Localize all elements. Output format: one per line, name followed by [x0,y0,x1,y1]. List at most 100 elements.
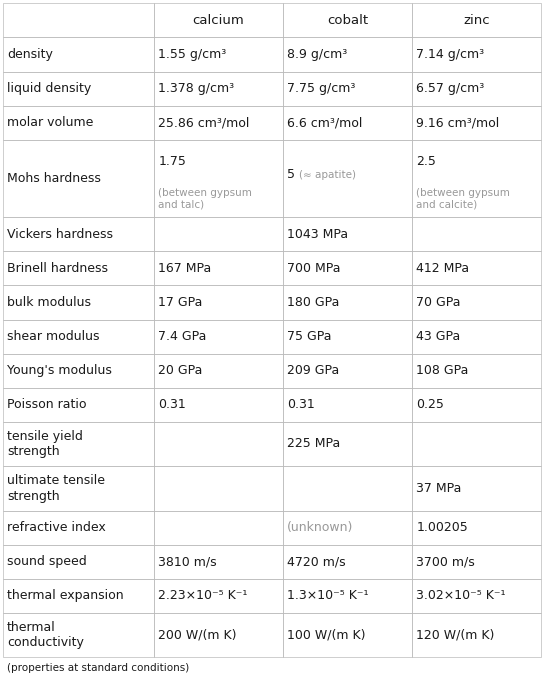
Text: 1.75: 1.75 [158,155,186,168]
Bar [412,37,541,72]
Text: 209 GPa: 209 GPa [287,364,339,377]
Text: 75 GPa: 75 GPa [287,330,332,343]
Bar [3,319,154,353]
Bar [154,387,283,422]
Text: 3700 m/s: 3700 m/s [417,555,475,568]
Text: molar volume: molar volume [7,116,94,129]
Text: (unknown): (unknown) [287,521,354,534]
Text: 3810 m/s: 3810 m/s [158,555,217,568]
Text: 7.14 g/cm³: 7.14 g/cm³ [417,48,485,61]
Bar [412,251,541,285]
Text: 120 W/(m K): 120 W/(m K) [417,629,495,642]
Bar [154,353,283,387]
Bar [3,37,154,72]
Bar [3,545,154,579]
Bar [154,511,283,545]
Bar [283,37,412,72]
Text: ultimate tensile
strength: ultimate tensile strength [7,474,105,503]
Bar [283,387,412,422]
Text: 412 MPa: 412 MPa [417,262,469,275]
Bar [412,217,541,251]
Bar [412,387,541,422]
Bar [412,422,541,466]
Text: 43 GPa: 43 GPa [417,330,461,343]
Text: sound speed: sound speed [7,555,87,568]
Bar [3,511,154,545]
Text: 2.5: 2.5 [417,155,436,168]
Bar [412,353,541,387]
Text: Mohs hardness: Mohs hardness [7,172,101,185]
Bar [283,319,412,353]
Bar [412,285,541,319]
Text: 0.31: 0.31 [287,398,315,411]
Text: 225 MPa: 225 MPa [287,437,341,450]
Text: calcium: calcium [193,14,244,27]
Text: 1.00205: 1.00205 [417,521,468,534]
Bar [3,251,154,285]
Bar [154,319,283,353]
Bar [412,466,541,511]
Bar [154,140,283,217]
Bar [154,251,283,285]
Bar [283,613,412,657]
Text: 1.55 g/cm³: 1.55 g/cm³ [158,48,226,61]
Bar [3,217,154,251]
Text: 180 GPa: 180 GPa [287,296,339,309]
Bar [412,3,541,37]
Bar [3,106,154,140]
Bar [3,579,154,613]
Bar [154,217,283,251]
Text: 4720 m/s: 4720 m/s [287,555,346,568]
Text: 0.25: 0.25 [417,398,444,411]
Text: (between gypsum
and talc): (between gypsum and talc) [158,188,252,210]
Bar [283,545,412,579]
Bar [283,217,412,251]
Bar [283,422,412,466]
Text: cobalt: cobalt [327,14,368,27]
Bar [412,140,541,217]
Bar [3,353,154,387]
Text: tensile yield
strength: tensile yield strength [7,430,83,458]
Text: 700 MPa: 700 MPa [287,262,341,275]
Text: 5: 5 [287,168,295,181]
Text: liquid density: liquid density [7,82,91,95]
Bar [412,319,541,353]
Text: 7.75 g/cm³: 7.75 g/cm³ [287,82,356,95]
Bar [283,353,412,387]
Text: shear modulus: shear modulus [7,330,100,343]
Text: 6.57 g/cm³: 6.57 g/cm³ [417,82,485,95]
Text: 200 W/(m K): 200 W/(m K) [158,629,237,642]
Text: 1.3×10⁻⁵ K⁻¹: 1.3×10⁻⁵ K⁻¹ [287,589,369,602]
Text: zinc: zinc [463,14,490,27]
Bar [154,545,283,579]
Bar [283,140,412,217]
Bar [154,72,283,106]
Bar [154,466,283,511]
Text: 17 GPa: 17 GPa [158,296,202,309]
Bar [3,613,154,657]
Text: thermal expansion: thermal expansion [7,589,123,602]
Text: (between gypsum
and calcite): (between gypsum and calcite) [417,188,510,210]
Bar [283,285,412,319]
Text: bulk modulus: bulk modulus [7,296,91,309]
Text: 100 W/(m K): 100 W/(m K) [287,629,366,642]
Bar [154,3,283,37]
Bar [3,387,154,422]
Text: 70 GPa: 70 GPa [417,296,461,309]
Text: Poisson ratio: Poisson ratio [7,398,86,411]
Text: 2.23×10⁻⁵ K⁻¹: 2.23×10⁻⁵ K⁻¹ [158,589,248,602]
Bar [283,106,412,140]
Bar [283,466,412,511]
Text: 1.378 g/cm³: 1.378 g/cm³ [158,82,234,95]
Text: 37 MPa: 37 MPa [417,482,462,495]
Bar [3,140,154,217]
Bar [154,285,283,319]
Text: 25.86 cm³/mol: 25.86 cm³/mol [158,116,250,129]
Text: density: density [7,48,53,61]
Bar [3,466,154,511]
Bar [3,285,154,319]
Text: Brinell hardness: Brinell hardness [7,262,108,275]
Text: 0.31: 0.31 [158,398,186,411]
Bar [3,72,154,106]
Text: 7.4 GPa: 7.4 GPa [158,330,207,343]
